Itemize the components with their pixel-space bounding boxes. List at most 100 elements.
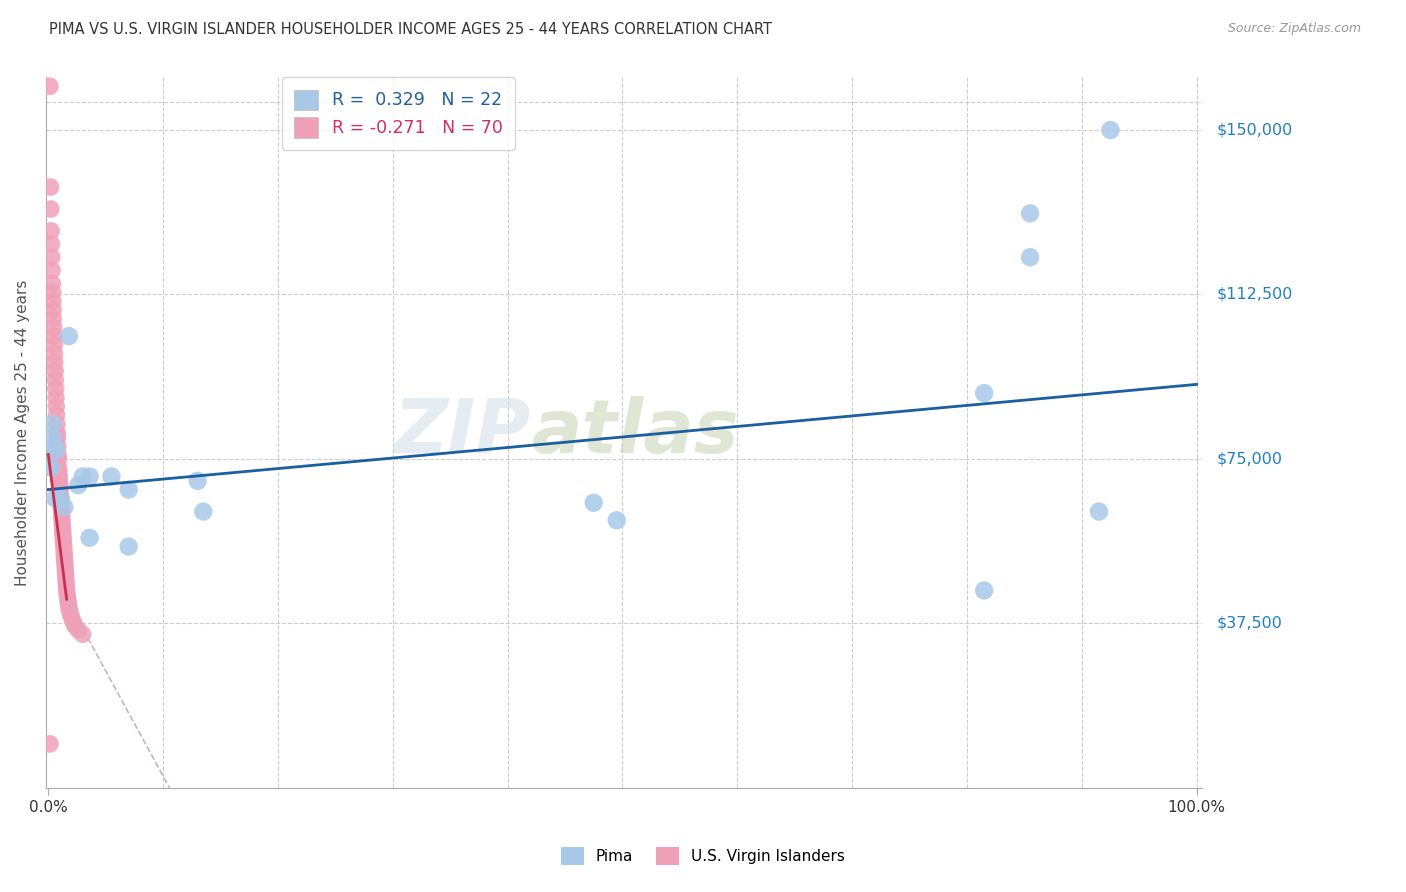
- Text: Source: ZipAtlas.com: Source: ZipAtlas.com: [1227, 22, 1361, 36]
- Point: [52, 535, 75, 549]
- Point: [48, 465, 70, 479]
- Point: [45, 443, 67, 458]
- Y-axis label: Householder Income Ages 25 - 44 years: Householder Income Ages 25 - 44 years: [15, 279, 30, 586]
- Point: [1099, 123, 1122, 137]
- Point: [41, 250, 63, 264]
- Point: [42, 294, 65, 309]
- Point: [58, 597, 80, 611]
- Point: [51, 513, 73, 527]
- Point: [39, 737, 62, 751]
- Point: [79, 469, 101, 483]
- Point: [45, 399, 67, 413]
- Point: [42, 430, 65, 444]
- Point: [55, 574, 77, 589]
- Point: [39, 79, 62, 94]
- Point: [582, 496, 605, 510]
- Point: [53, 557, 76, 571]
- Point: [49, 491, 72, 506]
- Point: [67, 623, 90, 637]
- Point: [41, 237, 63, 252]
- Point: [45, 382, 67, 396]
- Point: [41, 277, 63, 291]
- Point: [55, 566, 77, 580]
- Point: [72, 469, 94, 483]
- Point: [79, 531, 101, 545]
- Point: [53, 553, 76, 567]
- Point: [51, 508, 73, 523]
- Point: [46, 425, 69, 440]
- Point: [52, 540, 75, 554]
- Point: [44, 491, 66, 506]
- Point: [53, 561, 76, 575]
- Text: ZIP: ZIP: [395, 396, 531, 469]
- Point: [193, 504, 215, 518]
- Point: [53, 544, 76, 558]
- Point: [53, 500, 76, 515]
- Point: [55, 583, 77, 598]
- Point: [42, 329, 65, 343]
- Point: [72, 627, 94, 641]
- Text: $150,000: $150,000: [1216, 122, 1292, 137]
- Point: [67, 478, 90, 492]
- Point: [53, 549, 76, 563]
- Point: [44, 346, 66, 360]
- Point: [41, 460, 63, 475]
- Point: [56, 592, 79, 607]
- Legend: Pima, U.S. Virgin Islanders: Pima, U.S. Virgin Islanders: [554, 841, 852, 871]
- Point: [49, 496, 72, 510]
- Point: [59, 606, 82, 620]
- Point: [39, 180, 62, 194]
- Point: [45, 408, 67, 422]
- Point: [48, 469, 70, 483]
- Text: $112,500: $112,500: [1216, 287, 1292, 302]
- Point: [46, 439, 69, 453]
- Point: [52, 531, 75, 545]
- Point: [606, 513, 628, 527]
- Point: [44, 364, 66, 378]
- Text: $37,500: $37,500: [1216, 615, 1282, 631]
- Point: [118, 540, 141, 554]
- Point: [51, 517, 73, 532]
- Point: [39, 224, 62, 238]
- Point: [63, 618, 86, 632]
- Point: [42, 302, 65, 317]
- Text: $75,000: $75,000: [1216, 451, 1282, 467]
- Point: [1019, 206, 1042, 220]
- Point: [42, 439, 65, 453]
- Point: [1088, 504, 1111, 518]
- Point: [44, 338, 66, 352]
- Point: [42, 417, 65, 431]
- Point: [45, 417, 67, 431]
- Point: [41, 263, 63, 277]
- Point: [62, 614, 84, 628]
- Point: [187, 474, 209, 488]
- Point: [48, 474, 70, 488]
- Point: [42, 320, 65, 334]
- Point: [58, 601, 80, 615]
- Point: [42, 311, 65, 326]
- Text: PIMA VS U.S. VIRGIN ISLANDER HOUSEHOLDER INCOME AGES 25 - 44 YEARS CORRELATION C: PIMA VS U.S. VIRGIN ISLANDER HOUSEHOLDER…: [49, 22, 772, 37]
- Point: [39, 202, 62, 216]
- Point: [100, 469, 122, 483]
- Point: [52, 526, 75, 541]
- Point: [49, 500, 72, 515]
- Point: [52, 522, 75, 536]
- Point: [48, 460, 70, 475]
- Point: [44, 355, 66, 369]
- Point: [45, 391, 67, 405]
- Point: [51, 504, 73, 518]
- Point: [46, 430, 69, 444]
- Point: [56, 588, 79, 602]
- Legend: R =  0.329   N = 22, R = -0.271   N = 70: R = 0.329 N = 22, R = -0.271 N = 70: [283, 78, 516, 150]
- Point: [49, 487, 72, 501]
- Point: [1019, 250, 1042, 264]
- Point: [48, 478, 70, 492]
- Point: [46, 451, 69, 466]
- Text: atlas: atlas: [531, 396, 740, 469]
- Point: [118, 483, 141, 497]
- Point: [49, 483, 72, 497]
- Point: [973, 386, 995, 401]
- Point: [44, 373, 66, 387]
- Point: [60, 609, 83, 624]
- Point: [58, 329, 80, 343]
